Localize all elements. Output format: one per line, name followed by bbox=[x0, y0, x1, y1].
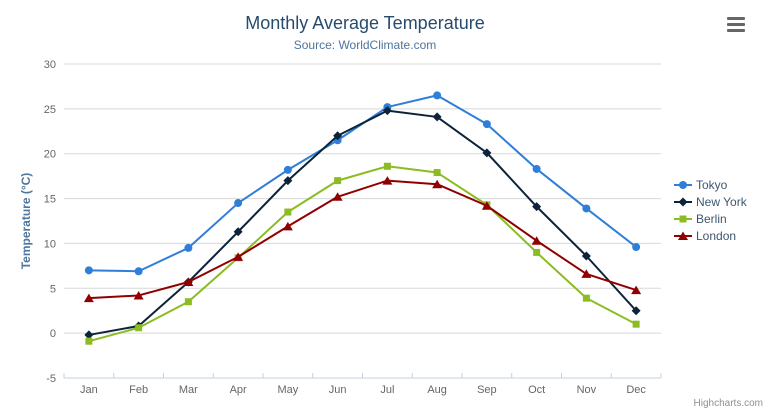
tokyo-point[interactable] bbox=[84, 266, 93, 275]
y-tick-label: 0 bbox=[50, 328, 56, 340]
x-tick-label: Jun bbox=[329, 384, 347, 396]
london-point[interactable] bbox=[282, 221, 293, 231]
tokyo-point[interactable] bbox=[283, 165, 292, 174]
new-york-point[interactable] bbox=[333, 131, 343, 141]
new-york-point[interactable] bbox=[631, 306, 641, 316]
berlin-point[interactable] bbox=[334, 177, 342, 185]
berlin-point[interactable] bbox=[135, 324, 143, 332]
highcharts-credits-link[interactable]: Highcharts.com bbox=[693, 398, 763, 409]
tokyo-point[interactable] bbox=[234, 199, 243, 208]
berlin-line bbox=[87, 165, 638, 343]
berlin-point[interactable] bbox=[184, 298, 192, 306]
x-tick-label: Sep bbox=[477, 384, 497, 396]
london-point[interactable] bbox=[382, 176, 393, 185]
tokyo-point[interactable] bbox=[532, 164, 541, 173]
tokyo-point[interactable] bbox=[582, 204, 591, 213]
berlin-point[interactable] bbox=[284, 208, 292, 216]
tokyo-point[interactable] bbox=[482, 120, 491, 129]
y-tick-label: 25 bbox=[44, 104, 56, 116]
new-york-point[interactable] bbox=[84, 330, 94, 340]
london-point[interactable] bbox=[233, 252, 244, 261]
x-tick-label: Feb bbox=[129, 384, 148, 396]
x-tick-label: Oct bbox=[528, 384, 545, 396]
tokyo-point[interactable] bbox=[433, 91, 442, 100]
legend-label: Berlin bbox=[696, 212, 727, 226]
berlin-point[interactable] bbox=[85, 337, 93, 345]
x-tick-label: Mar bbox=[179, 384, 198, 396]
new-york-point[interactable] bbox=[482, 148, 492, 158]
x-tick-label: May bbox=[277, 384, 298, 396]
london-point[interactable] bbox=[432, 179, 443, 189]
london-point[interactable] bbox=[133, 290, 144, 300]
london-point[interactable] bbox=[481, 201, 492, 210]
legend-label: Tokyo bbox=[696, 178, 728, 192]
hamburger-icon bbox=[727, 17, 745, 20]
square-glyph[interactable] bbox=[679, 215, 687, 223]
chart-title: Monthly Average Temperature bbox=[245, 13, 485, 33]
tokyo-line bbox=[87, 94, 638, 273]
legend-label: New York bbox=[696, 195, 747, 209]
berlin-point[interactable] bbox=[632, 320, 640, 328]
y-axis-title: Temperature (°C) bbox=[19, 173, 33, 270]
new-york-point[interactable] bbox=[581, 251, 591, 261]
export-menu-button[interactable] bbox=[727, 17, 747, 35]
london-point[interactable] bbox=[183, 277, 194, 287]
circle-glyph[interactable] bbox=[679, 181, 687, 189]
london-point[interactable] bbox=[581, 269, 592, 278]
tokyo-point[interactable] bbox=[134, 267, 143, 276]
series-london bbox=[83, 176, 642, 303]
legend: Tokyo New York Berlin London bbox=[674, 177, 747, 245]
new-york-point[interactable] bbox=[432, 112, 442, 122]
x-tick-label: Jul bbox=[380, 384, 394, 396]
london-point[interactable] bbox=[332, 192, 343, 201]
berlin-point[interactable] bbox=[433, 169, 441, 177]
diamond-marker-icon bbox=[674, 197, 692, 207]
chart-subtitle: Source: WorldClimate.com bbox=[293, 38, 437, 52]
new-york-point[interactable] bbox=[283, 176, 293, 186]
series-tokyo bbox=[84, 91, 641, 276]
square-marker-icon bbox=[674, 215, 692, 223]
circle-marker-icon bbox=[674, 181, 692, 189]
y-tick-label: 10 bbox=[44, 238, 56, 250]
diamond-glyph[interactable] bbox=[678, 197, 688, 207]
new-york-point[interactable] bbox=[233, 227, 243, 237]
y-tick-label: 5 bbox=[50, 283, 56, 295]
triangle-glyph[interactable] bbox=[678, 231, 688, 241]
x-tick-label: Apr bbox=[230, 384, 247, 396]
triangle-marker-icon bbox=[674, 231, 692, 241]
tokyo-point[interactable] bbox=[184, 243, 193, 252]
legend-item-london[interactable]: London bbox=[674, 228, 747, 244]
berlin-point[interactable] bbox=[383, 162, 391, 170]
legend-label: London bbox=[696, 229, 737, 243]
new-york-point[interactable] bbox=[532, 202, 542, 212]
y-tick-label: 30 bbox=[44, 59, 56, 71]
x-tick-label: Dec bbox=[626, 384, 646, 396]
london-line bbox=[87, 179, 638, 300]
hamburger-icon bbox=[727, 29, 745, 32]
hamburger-icon bbox=[727, 23, 745, 26]
legend-item-tokyo[interactable]: Tokyo bbox=[674, 177, 747, 193]
new-york-point[interactable] bbox=[382, 106, 392, 116]
y-tick-label: 15 bbox=[44, 194, 56, 206]
berlin-point[interactable] bbox=[582, 294, 590, 302]
x-tick-label: Nov bbox=[577, 384, 597, 396]
london-point[interactable] bbox=[83, 293, 94, 303]
london-point[interactable] bbox=[631, 285, 642, 295]
x-tick-label: Aug bbox=[427, 384, 447, 396]
series-new-york bbox=[84, 106, 641, 340]
x-tick-label: Jan bbox=[80, 384, 98, 396]
y-tick-label: 20 bbox=[44, 149, 56, 161]
berlin-point[interactable] bbox=[533, 248, 541, 256]
tokyo-point[interactable] bbox=[632, 243, 641, 252]
y-tick-label: -5 bbox=[46, 373, 56, 385]
legend-item-berlin[interactable]: Berlin bbox=[674, 211, 747, 227]
legend-item-new-york[interactable]: New York bbox=[674, 194, 747, 210]
london-point[interactable] bbox=[531, 236, 542, 245]
new-york-line bbox=[87, 109, 638, 336]
